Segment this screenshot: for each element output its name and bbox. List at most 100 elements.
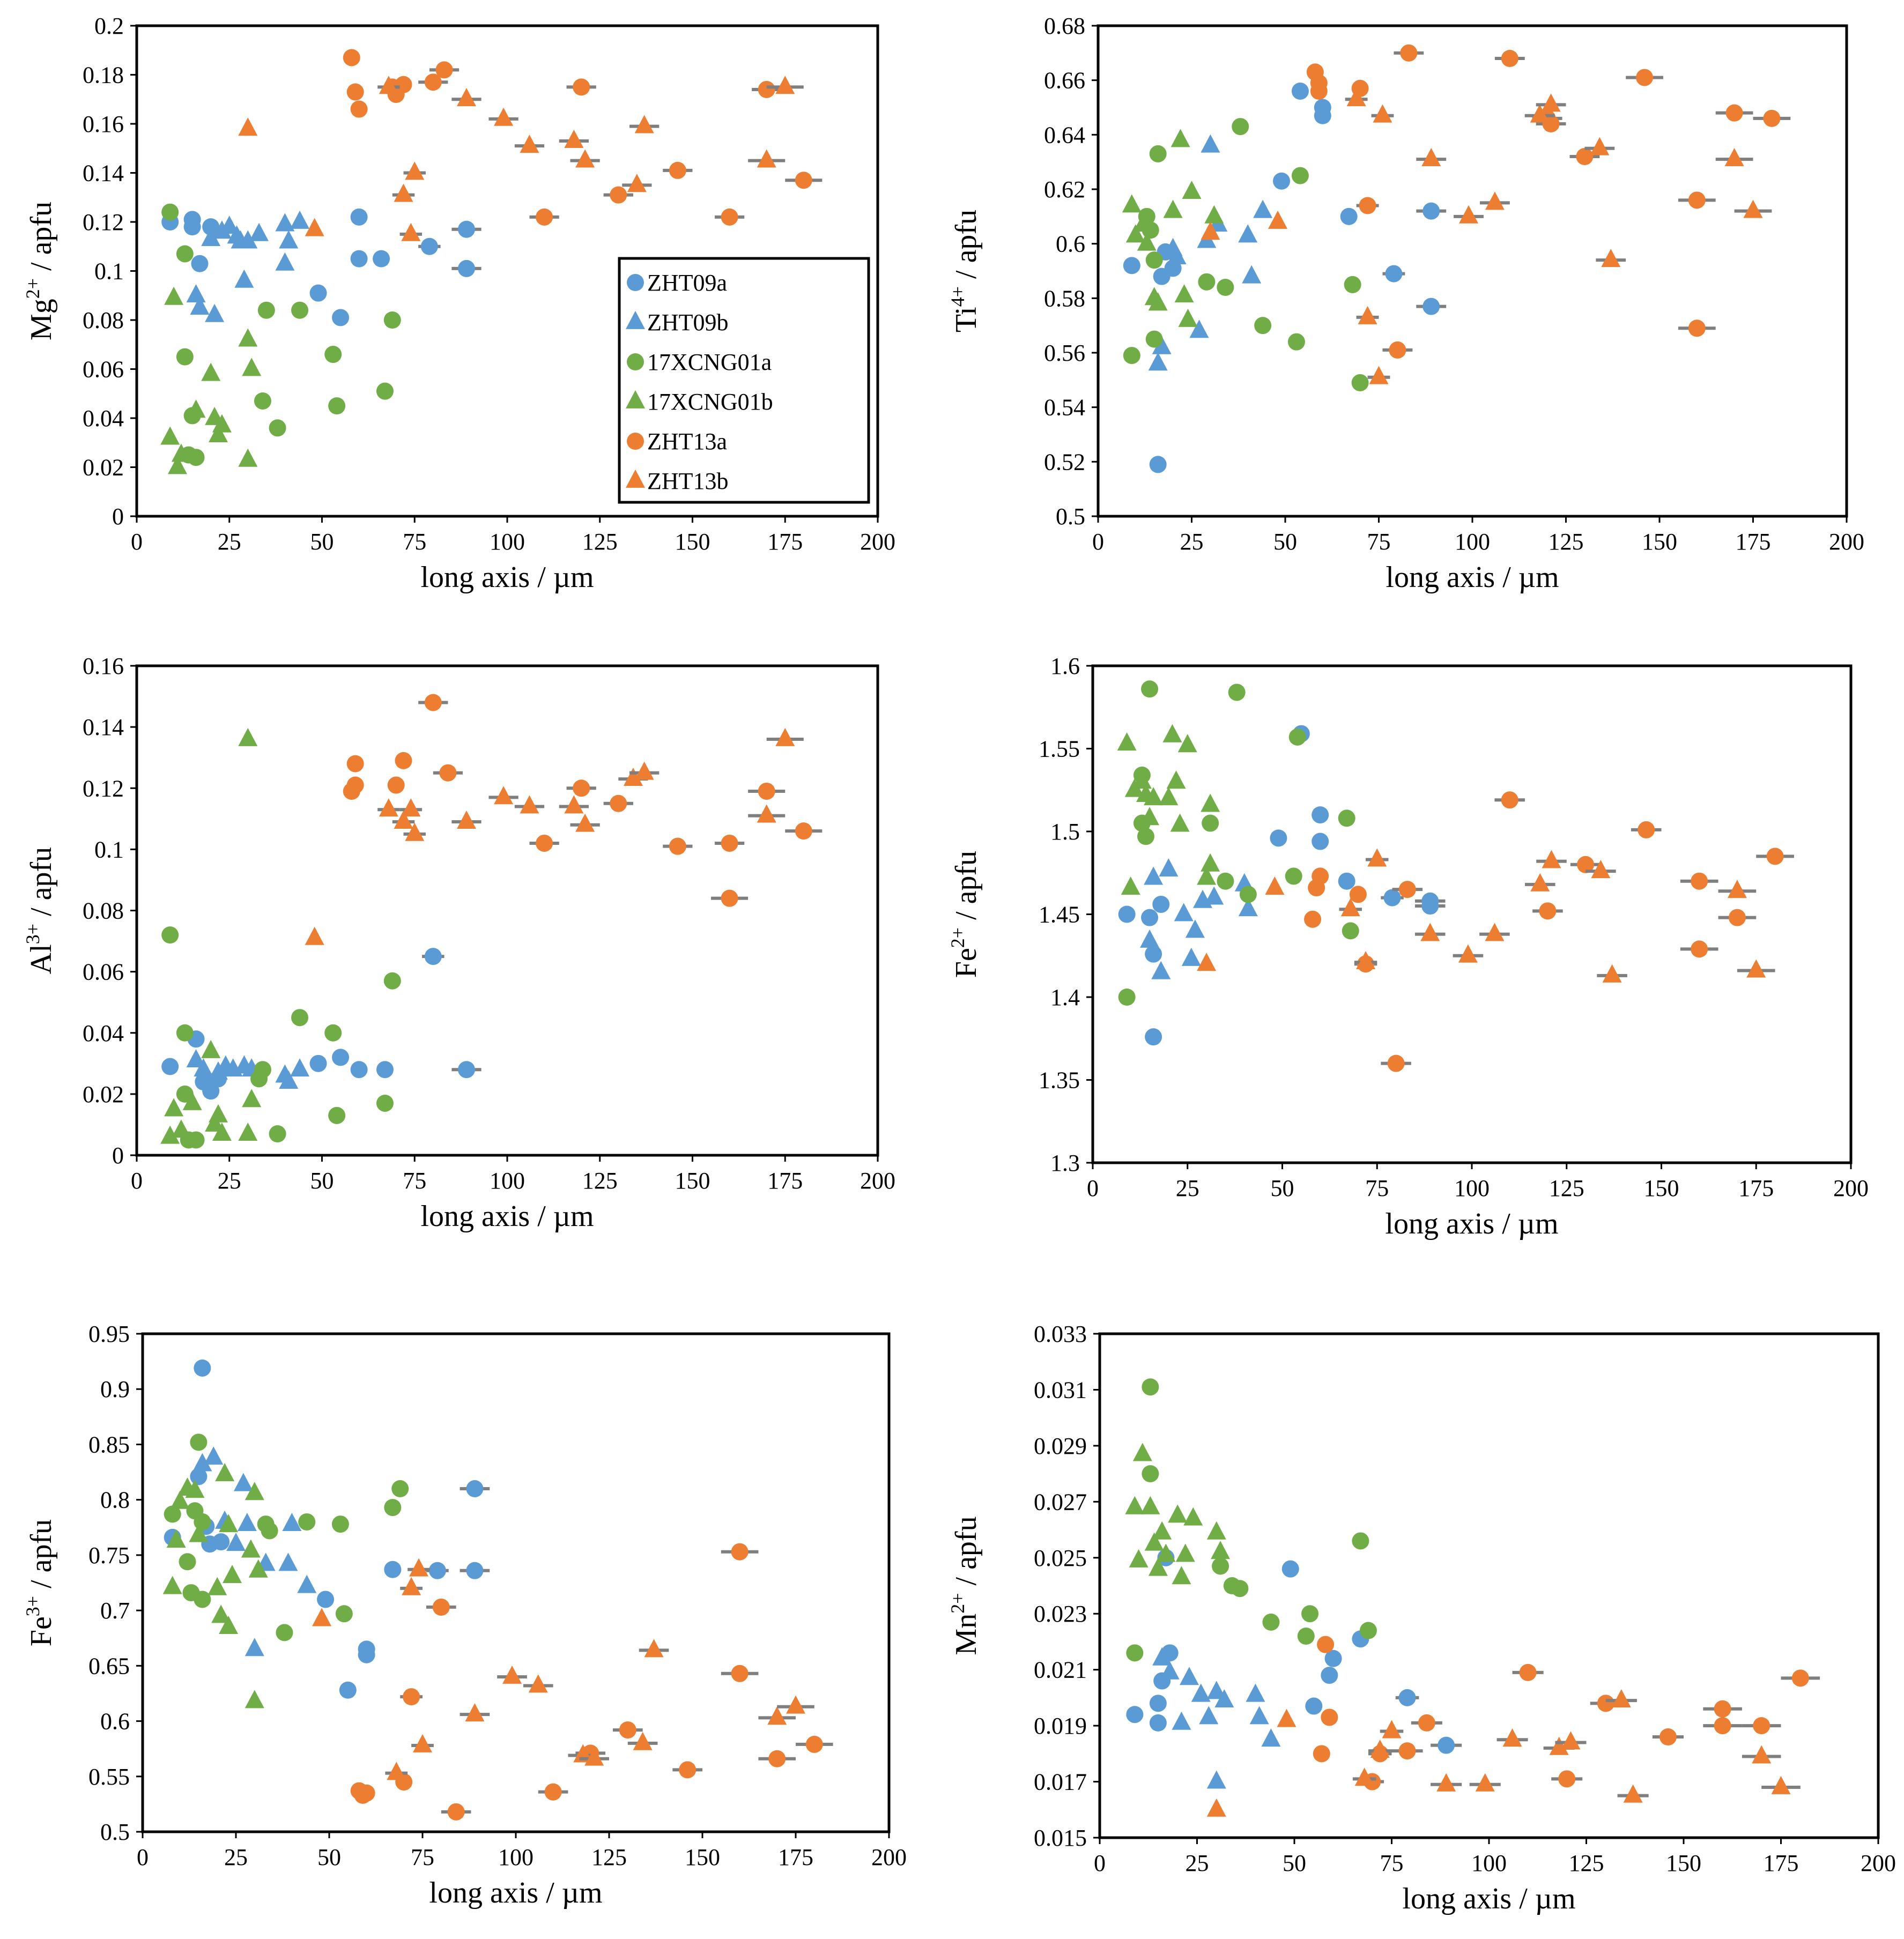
data-point: [161, 926, 179, 944]
data-point: [795, 172, 812, 189]
data-point: [1367, 848, 1387, 867]
y-tick-label: 0.55: [88, 1764, 130, 1790]
data-point: [805, 1735, 823, 1753]
legend-label: ZHT13b: [647, 468, 729, 494]
data-point: [1382, 1720, 1402, 1739]
series-ZHT13b: [312, 1558, 814, 1780]
data-point: [164, 1505, 181, 1523]
y-tick-label: 1.35: [1039, 1067, 1080, 1094]
x-tick-label: 150: [1644, 1175, 1679, 1201]
data-point: [190, 296, 210, 315]
x-tick-label: 0: [131, 529, 143, 555]
data-point: [383, 311, 401, 329]
data-point: [373, 250, 390, 268]
data-point: [350, 1061, 368, 1079]
data-point: [209, 424, 228, 442]
data-point: [187, 449, 205, 466]
data-point: [1400, 44, 1418, 62]
data-point: [1383, 889, 1401, 907]
data-point: [520, 795, 539, 814]
data-point: [183, 218, 201, 236]
data-point: [168, 456, 188, 474]
data-point: [575, 813, 595, 832]
data-point: [1149, 1695, 1167, 1712]
data-point: [1144, 866, 1164, 885]
data-point: [166, 1529, 186, 1548]
data-point: [201, 1039, 221, 1058]
data-point: [447, 1803, 465, 1821]
data-point: [394, 183, 413, 202]
data-point: [1623, 1784, 1643, 1803]
data-point: [219, 1615, 239, 1634]
data-point: [384, 1499, 402, 1517]
data-point: [279, 1070, 299, 1089]
data-point: [1312, 806, 1329, 824]
data-point: [1659, 1728, 1677, 1745]
data-point: [1313, 1745, 1330, 1763]
y-tick-label: 0.12: [83, 209, 124, 235]
data-point: [544, 1783, 562, 1801]
data-point: [182, 1091, 202, 1110]
data-point: [1239, 886, 1257, 903]
data-point: [1291, 83, 1309, 100]
data-point: [1344, 276, 1361, 293]
data-point: [245, 1690, 264, 1708]
y-tick-label: 0.16: [83, 111, 124, 137]
data-point: [1370, 1740, 1390, 1758]
data-point: [376, 1061, 394, 1079]
data-point: [297, 1574, 317, 1593]
data-point: [1204, 886, 1224, 905]
data-point: [275, 213, 295, 232]
x-tick-label: 50: [317, 1844, 341, 1870]
data-point: [1172, 1566, 1191, 1585]
x-axis-title: long axis / µm: [420, 1200, 594, 1233]
data-point: [775, 727, 795, 746]
data-point: [1140, 807, 1160, 826]
y-tick-label: 0.06: [83, 959, 124, 985]
y-tick-label: 0.1: [94, 836, 124, 863]
data-point: [192, 1453, 212, 1472]
data-point: [405, 161, 425, 180]
x-axis-title: long axis / µm: [1386, 561, 1559, 594]
data-point: [679, 1761, 697, 1779]
data-point: [456, 88, 476, 107]
data-point: [1385, 265, 1403, 283]
data-point: [343, 49, 360, 66]
data-point: [1310, 83, 1328, 100]
data-point: [1281, 1560, 1299, 1578]
data-point: [1423, 202, 1440, 220]
data-point: [298, 1513, 316, 1531]
data-point: [1172, 1711, 1191, 1730]
x-axis-title: long axis / µm: [1385, 1207, 1558, 1240]
series-17XCNG01b: [162, 1463, 268, 1708]
data-point: [242, 1089, 262, 1108]
data-point: [350, 100, 368, 118]
data-point: [324, 1024, 342, 1042]
series-ZHT13b: [305, 727, 804, 945]
data-point: [1691, 940, 1708, 958]
x-tick-label: 25: [224, 1844, 248, 1870]
data-point: [1324, 1650, 1342, 1667]
data-point: [1436, 1773, 1456, 1792]
data-point: [1421, 148, 1441, 167]
data-point: [1133, 213, 1153, 232]
data-point: [1199, 1706, 1219, 1725]
chart-fe3: 0.5 0.55 0.6 0.65 0.7 0.75 0.8 0.85 0.9 0.95 0 25 50…: [22, 1321, 907, 1910]
data-point: [413, 1734, 432, 1752]
x-tick-label: 75: [1380, 1850, 1404, 1876]
data-point: [1530, 104, 1550, 123]
data-point: [424, 694, 442, 711]
data-point: [1122, 194, 1142, 213]
data-point: [1253, 199, 1273, 218]
data-point: [1591, 860, 1611, 879]
data-point: [1387, 1054, 1405, 1072]
data-point: [1549, 1736, 1569, 1755]
chart-fe2: 1.3 1.35 1.4 1.45 1.5 1.55 1.6 0 25 50 75 100 125 150…: [947, 653, 1869, 1240]
legend-marker: [626, 469, 645, 488]
data-point: [1314, 107, 1331, 124]
data-point: [170, 1490, 190, 1509]
y-tick-label: 0.04: [83, 405, 124, 432]
data-point: [376, 1094, 394, 1112]
data-point: [376, 382, 394, 400]
data-point: [1156, 1543, 1176, 1562]
